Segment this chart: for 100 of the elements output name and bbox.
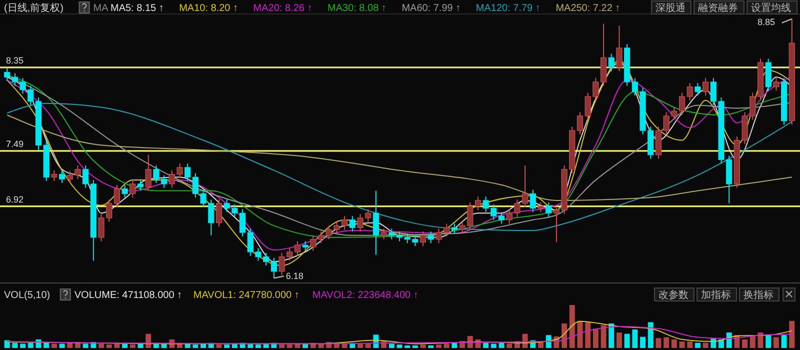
bar (687, 342, 693, 348)
text: MAVOL2: 223648.400 ↑ (312, 290, 418, 301)
bar (664, 337, 670, 348)
bar (428, 345, 434, 348)
text: MA30: 8.08 ↑ (328, 3, 386, 14)
bar (20, 344, 26, 348)
bar (758, 332, 764, 348)
bar (773, 337, 779, 348)
legend-title: MA (93, 3, 109, 14)
chart-title: VOL(5,10) (4, 290, 50, 301)
candlestick (546, 202, 552, 218)
candlestick (380, 228, 387, 240)
bar (608, 323, 614, 348)
candlestick (608, 53, 614, 72)
bar (412, 345, 418, 348)
bar (702, 342, 708, 348)
candlestick (318, 231, 324, 244)
candlestick (372, 190, 380, 256)
bar (452, 342, 458, 348)
candlestick (694, 82, 701, 96)
bar (279, 344, 285, 348)
candlestick (451, 223, 458, 234)
bar (671, 339, 677, 348)
candlestick (294, 240, 301, 256)
bar (600, 325, 606, 348)
candlestick (396, 231, 403, 242)
chart-subtitle: VOLUME: 471108.000 ↑ (74, 290, 182, 301)
text: MA250: 7.22 ↑ (556, 3, 620, 14)
candlestick (270, 257, 277, 279)
bar (592, 328, 598, 348)
candlestick (145, 154, 152, 192)
text: 换指标 (744, 289, 774, 301)
candlestick (310, 234, 316, 252)
candlestick (51, 170, 58, 182)
bar (67, 342, 73, 348)
bar (192, 344, 198, 348)
bar (789, 320, 795, 348)
bar (577, 320, 583, 348)
text: 加指标 (701, 289, 731, 301)
candlestick (216, 198, 222, 228)
bar (656, 338, 662, 348)
bar (130, 344, 136, 348)
bar (286, 344, 292, 348)
bar (224, 344, 230, 348)
bar (436, 344, 442, 348)
candlestick (130, 180, 136, 198)
annotation: 8.85 (758, 16, 776, 27)
candlestick (82, 164, 89, 188)
candlestick (538, 202, 544, 213)
bar (396, 344, 402, 348)
bar (216, 344, 222, 348)
bar (498, 342, 504, 348)
candlestick (773, 78, 780, 92)
bar (585, 322, 591, 348)
bar (365, 344, 371, 348)
bar (679, 342, 685, 348)
candlestick (702, 78, 709, 96)
candlestick (616, 25, 622, 72)
ref-line-label: 6.92 (6, 194, 24, 204)
candlestick (388, 228, 395, 240)
bar (483, 342, 489, 348)
bar (114, 344, 120, 348)
text: MA60: 7.99 ↑ (402, 3, 461, 14)
text: MAVOL1: 247780.000 ↑ (193, 290, 300, 301)
bar (12, 342, 18, 348)
candlestick (184, 163, 191, 182)
text: 改参数 (658, 289, 688, 301)
bar (616, 332, 622, 348)
bar (781, 335, 787, 348)
bar (569, 305, 575, 348)
annotation: 深股通 (656, 2, 686, 14)
bar (51, 344, 57, 348)
chart-title: (日线,前复权) (4, 2, 64, 14)
bar (694, 342, 700, 348)
candlestick (420, 231, 426, 247)
bar (538, 342, 544, 348)
text: MA120: 7.79 ↑ (476, 3, 540, 14)
bar (388, 344, 394, 348)
candlestick (530, 189, 536, 213)
bar (98, 344, 104, 348)
ref-line-label: 7.49 (6, 138, 24, 149)
candlestick (428, 231, 434, 244)
candlestick (576, 112, 584, 135)
candlestick (4, 68, 10, 82)
candlestick (349, 215, 356, 232)
ref-line-label: 8.35 (6, 55, 24, 66)
candlestick (114, 184, 120, 208)
bar (28, 342, 34, 348)
candlestick (137, 180, 144, 192)
bar (766, 335, 772, 348)
bar (420, 344, 426, 348)
candlestick (122, 184, 128, 198)
annotation: 6.18 (286, 271, 304, 282)
bar (742, 339, 748, 348)
bar (624, 334, 630, 348)
text: MA10: 8.20 ↑ (179, 3, 238, 14)
bar (82, 344, 88, 348)
annotation: 设置均线 (751, 2, 791, 14)
text: MA20: 8.26 ↑ (253, 3, 312, 14)
bar (648, 322, 654, 348)
